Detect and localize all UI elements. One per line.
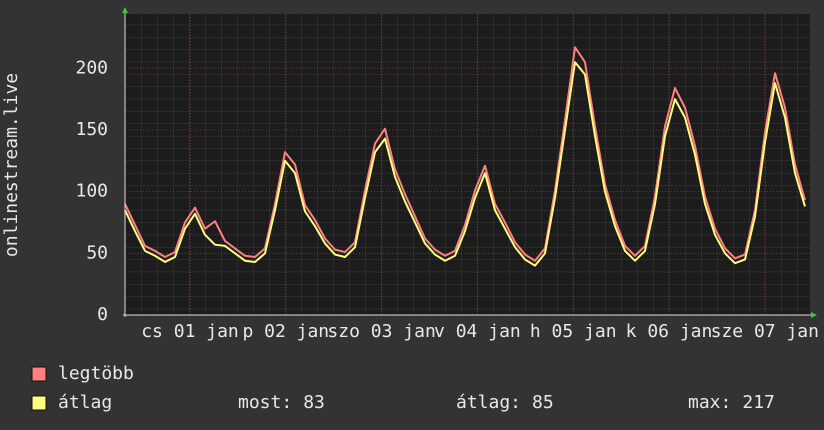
y-axis-label: onlinestream.live	[1, 73, 22, 257]
stat-label: max:	[688, 392, 731, 413]
stat: most: 83	[238, 392, 325, 413]
y-tick-label: 150	[75, 119, 108, 140]
x-tick-label: szo 03 jan	[327, 321, 435, 342]
x-tick-label: sze 07 jan	[711, 321, 819, 342]
stat-label: most:	[238, 392, 292, 413]
stat-value: 85	[532, 392, 554, 413]
series-line	[124, 46, 806, 262]
minor-grid	[125, 14, 810, 315]
y-tick-label: 50	[86, 242, 108, 263]
legend-label: legtöbb	[58, 363, 134, 384]
axis-arrow	[122, 7, 128, 13]
axis-arrow	[811, 312, 817, 318]
legend-label: átlag	[58, 392, 112, 413]
stat: max: 217	[688, 392, 775, 413]
stat-value: 83	[303, 392, 325, 413]
series-line	[124, 61, 806, 267]
legend-swatch	[31, 395, 47, 411]
y-tick-label: 0	[97, 304, 108, 325]
x-tick-label: v 04 jan	[434, 321, 521, 342]
x-tick-label: k 06 jan	[626, 321, 713, 342]
y-tick-label: 200	[75, 57, 108, 78]
x-tick-label: cs 01 jan	[141, 321, 239, 342]
stat-value: 217	[742, 392, 775, 413]
y-tick-label: 100	[75, 181, 108, 202]
x-tick-label: h 05 jan	[530, 321, 617, 342]
x-tick-label: p 02 jan	[242, 321, 329, 342]
stat: átlag: 85	[456, 392, 554, 413]
legend-swatch	[31, 366, 47, 382]
stat-label: átlag:	[456, 392, 521, 413]
